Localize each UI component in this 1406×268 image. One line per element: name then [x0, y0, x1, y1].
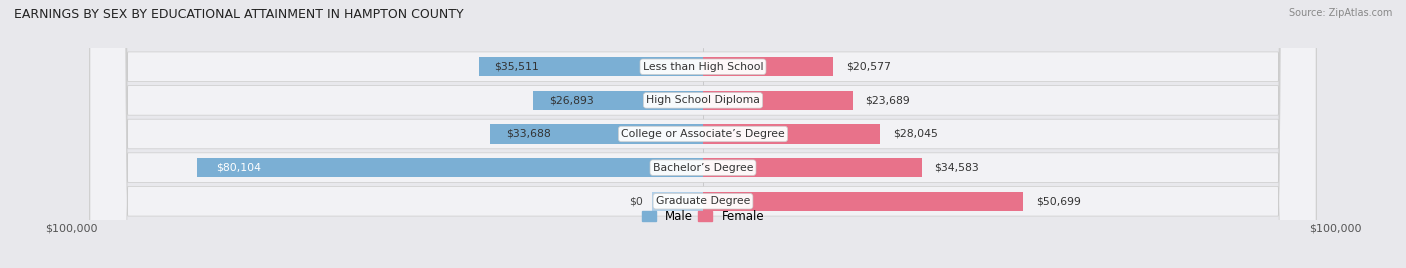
FancyBboxPatch shape	[90, 0, 1316, 268]
Bar	[703, 124, 880, 144]
Bar	[703, 192, 1024, 211]
Text: $35,511: $35,511	[495, 62, 538, 72]
Text: $28,045: $28,045	[893, 129, 938, 139]
Legend: Male, Female: Male, Female	[637, 205, 769, 228]
Text: High School Diploma: High School Diploma	[647, 95, 759, 105]
Bar	[703, 91, 852, 110]
Text: College or Associate’s Degree: College or Associate’s Degree	[621, 129, 785, 139]
Bar	[533, 91, 703, 110]
Text: Source: ZipAtlas.com: Source: ZipAtlas.com	[1288, 8, 1392, 18]
Text: $26,893: $26,893	[548, 95, 593, 105]
FancyBboxPatch shape	[90, 0, 1316, 268]
Text: EARNINGS BY SEX BY EDUCATIONAL ATTAINMENT IN HAMPTON COUNTY: EARNINGS BY SEX BY EDUCATIONAL ATTAINMEN…	[14, 8, 464, 21]
Text: $80,104: $80,104	[215, 163, 260, 173]
FancyBboxPatch shape	[90, 0, 1316, 268]
FancyBboxPatch shape	[90, 0, 1316, 268]
Bar	[703, 57, 834, 76]
Text: $50,699: $50,699	[1036, 196, 1081, 206]
Text: $34,583: $34,583	[934, 163, 979, 173]
Text: Graduate Degree: Graduate Degree	[655, 196, 751, 206]
FancyBboxPatch shape	[90, 0, 1316, 268]
Bar	[491, 124, 703, 144]
Text: Less than High School: Less than High School	[643, 62, 763, 72]
Text: Bachelor’s Degree: Bachelor’s Degree	[652, 163, 754, 173]
Bar	[478, 57, 703, 76]
Text: $23,689: $23,689	[865, 95, 910, 105]
Text: $33,688: $33,688	[506, 129, 551, 139]
Text: $0: $0	[628, 196, 643, 206]
Text: $20,577: $20,577	[845, 62, 890, 72]
Bar	[197, 158, 703, 177]
Bar	[652, 192, 703, 211]
Bar	[703, 158, 921, 177]
